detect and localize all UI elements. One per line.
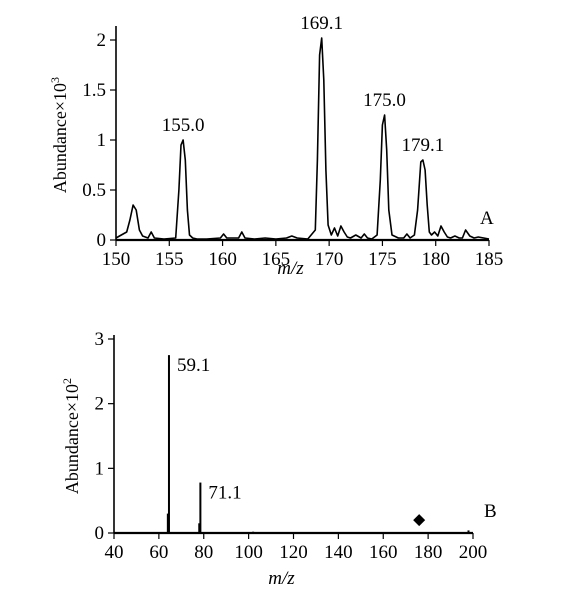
y-tick-label: 3 [95,329,105,350]
y-tick-label: 1.5 [82,80,106,101]
peak-label: 71.1 [208,483,241,504]
spectrum-line [115,37,490,240]
peak-label: 175.0 [363,90,406,111]
y-tick-label: 0 [95,523,105,544]
x-tick-label: 100 [234,542,263,563]
peak-label: 155.0 [162,115,205,136]
x-tick-label: 155 [155,249,184,270]
y-axis-label-text: Abundance×10 [62,384,82,494]
panel-label: A [480,208,494,229]
peak-label: 179.1 [402,135,445,156]
y-tick-label: 1 [97,130,107,151]
x-tick-label: 175 [368,249,397,270]
y-tick-label: 0.5 [82,180,106,201]
x-tick-label: 140 [324,542,353,563]
y-axis-label: Abundance×103 [48,77,70,193]
y-axis-label-text: Abundance×10 [50,83,70,193]
peak-label: 59.1 [177,355,210,376]
x-tick-label: 200 [459,542,488,563]
x-tick-label: 180 [421,249,450,270]
diamond-marker [413,514,426,527]
y-tick-label: 1 [95,458,105,479]
y-axis-label-exponent: 3 [48,77,62,83]
x-axis-label: m/z [277,258,304,279]
panel-a: 150 155 160 165 170 175 180 185 0 0.5 1 1.5 2 m/z Abun… [48,13,503,279]
x-axis-label: m/z [268,568,295,589]
y-tick-label: 0 [97,230,107,251]
x-tick-label: 165 [262,249,291,270]
x-tick-label: 180 [414,542,443,563]
peak-label: 169.1 [300,13,343,34]
x-tick-label: 160 [208,249,237,270]
x-tick-label: 170 [315,249,344,270]
x-tick-label: 40 [105,542,124,563]
panel-b: 40 60 80 100 120 140 160 180 200 0 1 2 3 m/z Abundance… [60,329,497,589]
y-tick-label: 2 [95,394,105,415]
x-tick-label: 160 [369,542,398,563]
y-axis-label: Abundance×102 [60,378,82,494]
panel-label: B [484,501,497,522]
x-tick-label: 150 [102,249,131,270]
y-tick-label: 2 [97,30,107,51]
y-axis-label-exponent: 2 [60,378,74,384]
x-tick-label: 80 [194,542,213,563]
x-tick-label: 185 [475,249,504,270]
x-tick-label: 120 [279,542,308,563]
x-tick-label: 60 [149,542,168,563]
